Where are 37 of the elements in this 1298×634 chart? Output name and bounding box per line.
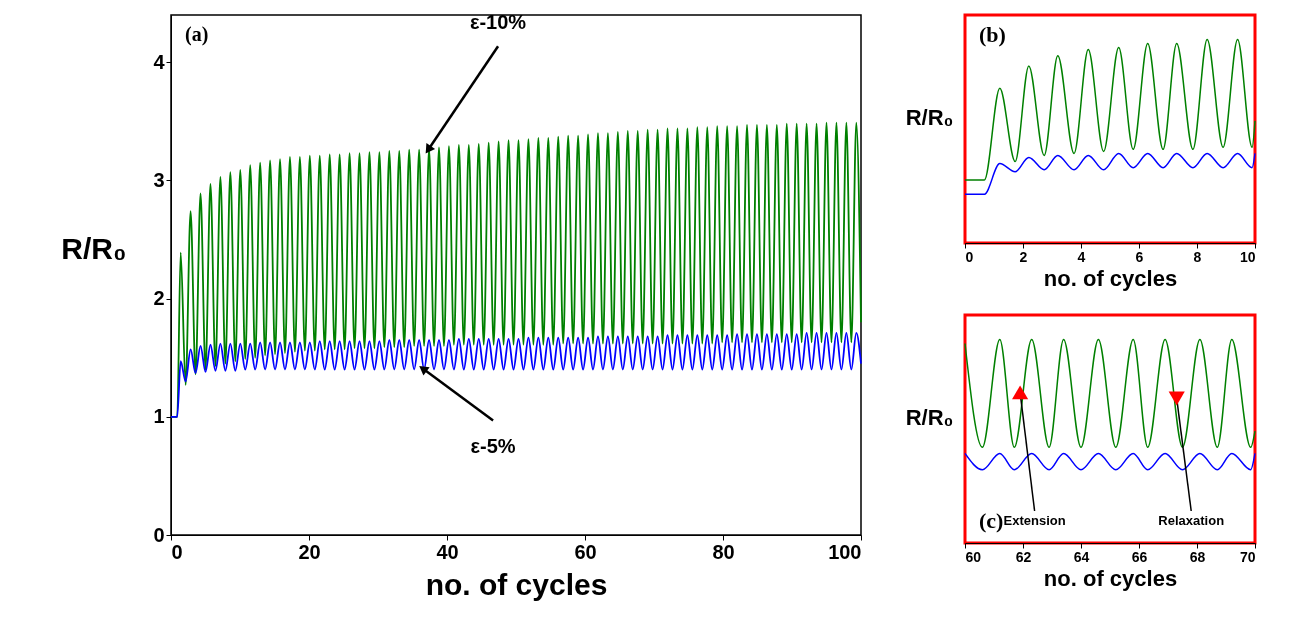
x-tick-label: 10 — [1239, 248, 1256, 265]
annotation: (b) — [979, 22, 1006, 47]
x-tick-label: 60 — [965, 548, 982, 565]
x-tick-label: 6 — [1135, 248, 1144, 265]
x-tick-label: 2 — [1019, 248, 1028, 265]
x-tick-label: 66 — [1131, 548, 1148, 565]
x-tick-label: 0 — [965, 248, 974, 265]
y-tick-label: 0 — [153, 523, 165, 546]
x-axis-title: no. of cycles — [1043, 565, 1178, 591]
text: ε-5% — [470, 434, 516, 457]
x-tick-label: 0 — [171, 540, 183, 563]
text: ε-10% — [469, 10, 527, 33]
x-tick-label: 40 — [436, 540, 459, 563]
x-tick-label: 70 — [1239, 548, 1256, 565]
x-axis-title: no. of cycles — [425, 567, 608, 601]
x-tick-label: 4 — [1077, 248, 1086, 265]
annotation: Relaxation — [1158, 513, 1225, 528]
y-tick-label: 1 — [153, 405, 165, 428]
x-axis-title: no. of cycles — [1043, 265, 1178, 291]
y-tick-label: 4 — [153, 50, 166, 73]
x-tick-label: 80 — [712, 540, 735, 563]
x-tick-label: 100 — [828, 540, 862, 563]
annotation: (c) — [979, 508, 1004, 533]
x-tick-label: 64 — [1073, 548, 1090, 565]
x-tick-label: 60 — [574, 540, 597, 563]
annotation: (a) — [185, 23, 209, 46]
line-series — [170, 332, 862, 418]
y-axis-title: R/R₀ — [905, 105, 954, 131]
y-tick-label: 2 — [153, 287, 165, 310]
y-tick-label: 3 — [153, 168, 165, 191]
x-tick-label: 68 — [1189, 548, 1206, 565]
x-tick-label: 62 — [1015, 548, 1032, 565]
annotation: Extension — [1003, 513, 1066, 528]
x-tick-label: 8 — [1193, 248, 1202, 265]
y-axis-title: R/R₀ — [905, 405, 954, 431]
y-axis-title: R/R₀ — [61, 231, 127, 265]
x-tick-label: 20 — [298, 540, 321, 563]
